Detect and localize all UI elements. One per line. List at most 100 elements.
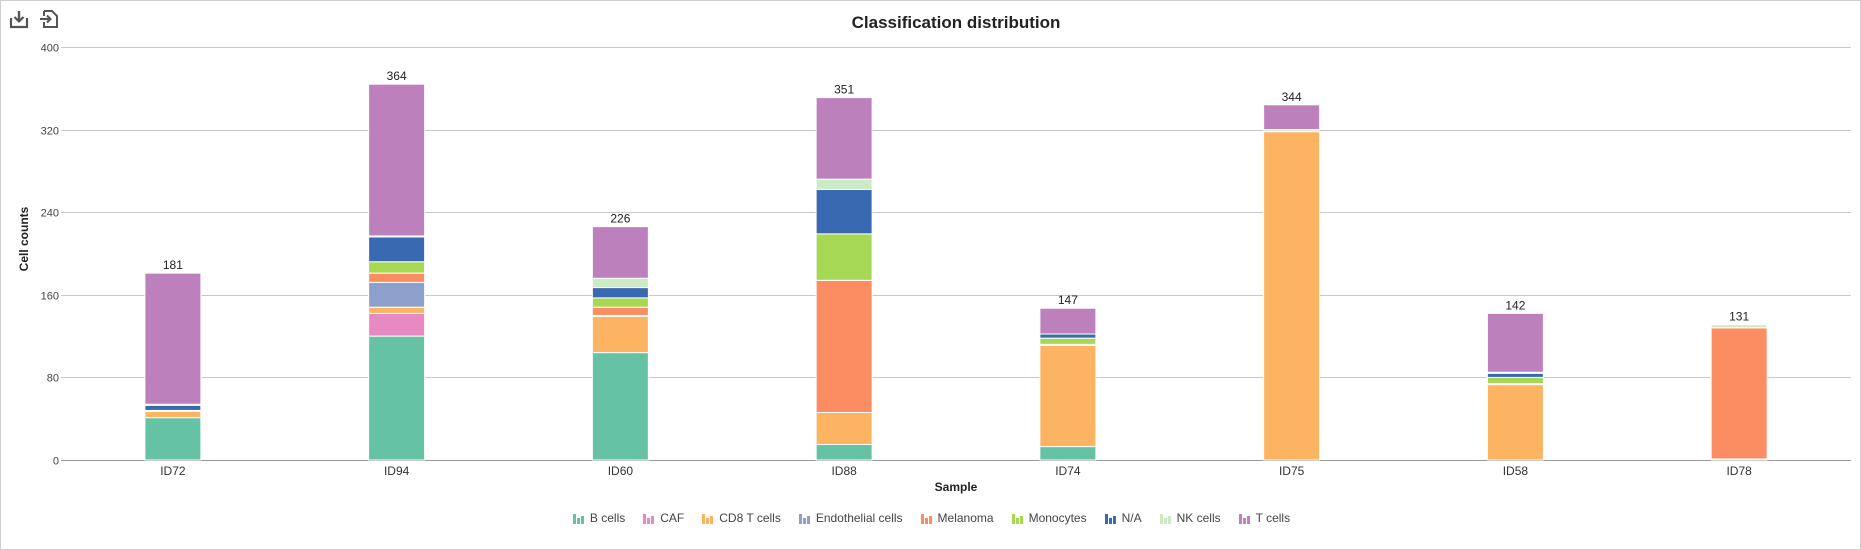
bar-segment[interactable] [815, 233, 873, 281]
bar-segment[interactable] [591, 297, 649, 308]
bar-segment[interactable] [591, 352, 649, 461]
export-icon[interactable] [39, 9, 59, 29]
legend-item[interactable]: N/A [1104, 511, 1142, 525]
bar-segment[interactable] [144, 417, 202, 461]
bar-segment[interactable] [1486, 376, 1544, 385]
bar-chart-icon [798, 512, 810, 524]
x-tick-label: ID58 [1503, 464, 1529, 478]
legend-label: T cells [1255, 511, 1291, 525]
bar-segment[interactable] [144, 404, 202, 411]
legend-label: Endothelial cells [815, 511, 903, 525]
legend-label: B cells [589, 511, 626, 525]
legend: B cells CAF CD8 T cells Endothelial cells Me… [1, 511, 1861, 525]
bar-segment[interactable] [1263, 104, 1321, 131]
bar-segment[interactable] [1710, 324, 1768, 329]
bar-segment[interactable] [144, 410, 202, 419]
bar-segment[interactable] [1486, 384, 1544, 461]
bar-segment[interactable] [1710, 327, 1768, 460]
legend-item[interactable]: Endothelial cells [798, 511, 903, 525]
bar-total-label: 142 [1505, 298, 1525, 312]
bar-segment[interactable] [1039, 307, 1097, 335]
legend-item[interactable]: B cells [572, 511, 626, 525]
bar-chart-icon [643, 512, 655, 524]
bar-segment[interactable] [368, 261, 426, 274]
bar-segment[interactable] [1039, 446, 1097, 461]
legend-label: CD8 T cells [719, 511, 781, 525]
legend-item[interactable]: Monocytes [1011, 511, 1087, 525]
x-tick-label: ID60 [608, 464, 634, 478]
bar-segment[interactable] [368, 306, 426, 314]
bar-segment[interactable] [144, 272, 202, 405]
x-axis-title: Sample [935, 480, 978, 494]
chart-title: Classification distribution [852, 13, 1061, 32]
x-tick-label: ID72 [160, 464, 186, 478]
legend-item[interactable]: CAF [643, 511, 684, 525]
y-tick-label: 160 [41, 291, 59, 303]
bar-segment[interactable] [815, 178, 873, 190]
bar-segment[interactable] [1039, 344, 1097, 448]
bar-total-label: 181 [163, 258, 183, 272]
legend-item[interactable]: T cells [1238, 511, 1291, 525]
legend-label: N/A [1121, 511, 1142, 525]
bar-segment[interactable] [591, 315, 649, 354]
x-tick-label: ID75 [1279, 464, 1305, 478]
legend-label: CAF [660, 511, 685, 525]
bar-chart-icon [572, 512, 584, 524]
legend-item[interactable]: CD8 T cells [702, 511, 781, 525]
grid [61, 47, 1851, 461]
y-tick-label: 0 [53, 456, 59, 468]
bars [144, 83, 1768, 461]
bar-segment[interactable] [1263, 131, 1321, 461]
x-tick-label: ID74 [1055, 464, 1081, 478]
bar-segment[interactable] [1486, 372, 1544, 378]
x-tick-label: ID94 [384, 464, 410, 478]
y-tick-label: 240 [41, 208, 59, 220]
bar-segment[interactable] [368, 272, 426, 283]
bar-segment[interactable] [815, 444, 873, 461]
bar-total-label: 147 [1058, 293, 1078, 307]
bar-segment[interactable] [1039, 333, 1097, 339]
bar-segment[interactable] [815, 188, 873, 235]
bar-total-label: 344 [1282, 90, 1302, 104]
bar-segment[interactable] [1486, 312, 1544, 373]
bar-segment[interactable] [368, 236, 426, 263]
bar-total-label: 364 [387, 69, 407, 83]
y-tick-label: 320 [41, 126, 59, 138]
bar-chart-icon [1104, 512, 1116, 524]
bar-segment[interactable] [591, 226, 649, 279]
y-tick-label: 400 [41, 43, 59, 55]
legend-item[interactable]: NK cells [1159, 511, 1221, 525]
bar-total-label: 131 [1729, 310, 1749, 324]
bar-chart-icon [702, 512, 714, 524]
bar-segment[interactable] [368, 312, 426, 337]
bar-segment[interactable] [368, 281, 426, 308]
bar-segment[interactable] [368, 335, 426, 461]
bar-chart-icon [1011, 512, 1023, 524]
bar-chart-icon [920, 512, 932, 524]
download-icon[interactable] [9, 9, 29, 29]
y-tick-label: 80 [47, 373, 59, 385]
bar-segment[interactable] [1039, 337, 1097, 345]
chart-toolbar [9, 9, 59, 29]
bar-total-label: 351 [834, 83, 854, 97]
legend-item[interactable]: Melanoma [920, 511, 994, 525]
bar-chart-icon [1238, 512, 1250, 524]
bar-chart: Classification distribution Cell counts … [17, 13, 1851, 494]
x-tick-label: ID88 [831, 464, 857, 478]
bar-segment[interactable] [368, 83, 426, 237]
bar-segment[interactable] [815, 412, 873, 446]
legend-label: Monocytes [1028, 511, 1087, 525]
x-tick-label: ID78 [1726, 464, 1752, 478]
bar-segment[interactable] [591, 287, 649, 299]
bar-segment[interactable] [591, 277, 649, 289]
bar-total-label: 226 [610, 212, 630, 226]
labels: 0 80 160 240 320 400 181 ID72 364 ID94 226 ID60 351 I… [41, 43, 1752, 479]
bar-segment[interactable] [815, 279, 873, 414]
legend-label: NK cells [1176, 511, 1221, 525]
bar-segment[interactable] [591, 306, 649, 316]
legend-label: Melanoma [937, 511, 994, 525]
bar-chart-icon [1159, 512, 1171, 524]
y-axis-title: Cell counts [17, 206, 31, 271]
bar-segment[interactable] [815, 97, 873, 180]
